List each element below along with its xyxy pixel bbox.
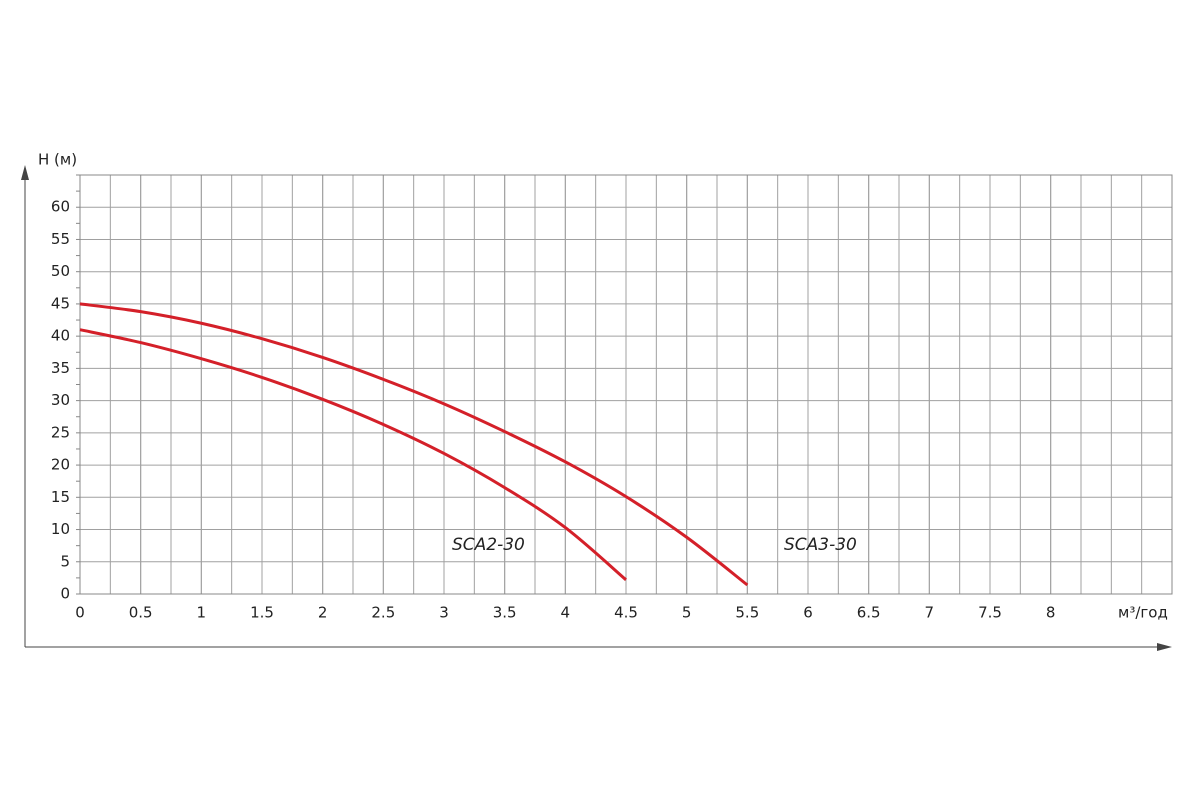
y-axis-label: H (м) — [38, 151, 77, 169]
y-tick-label: 55 — [51, 230, 70, 248]
y-tick-label: 0 — [60, 585, 70, 603]
y-tick-label: 45 — [51, 294, 70, 312]
x-tick-label: 0 — [75, 604, 85, 622]
x-tick-label: 2.5 — [371, 604, 395, 622]
series-line — [79, 302, 749, 587]
x-axis-label: м³/год — [1118, 604, 1168, 622]
series-label: SCA2-30 — [452, 535, 525, 555]
x-arrow-head — [1157, 643, 1172, 651]
x-tick-label: 4.5 — [614, 604, 638, 622]
x-tick-label: 7.5 — [978, 604, 1002, 622]
x-tick-label: 1 — [197, 604, 207, 622]
x-tick-label: 3 — [439, 604, 449, 622]
y-tick-label: 50 — [51, 262, 70, 280]
y-tick-label: 10 — [51, 520, 70, 538]
x-tick-label: 6 — [803, 604, 813, 622]
grid — [76, 174, 1173, 595]
y-tick-label: 15 — [51, 488, 70, 506]
x-tick-label: 2 — [318, 604, 328, 622]
x-tick-label: 0.5 — [129, 604, 153, 622]
x-tick-label: 5.5 — [735, 604, 759, 622]
x-tick-label: 6.5 — [857, 604, 881, 622]
x-tick-label: 8 — [1046, 604, 1056, 622]
y-tick-label: 20 — [51, 456, 70, 474]
x-tick-label: 3.5 — [493, 604, 517, 622]
y-arrow-head — [21, 165, 29, 180]
series-line — [79, 328, 627, 581]
y-tick-label: 25 — [51, 423, 70, 441]
x-tick-label: 1.5 — [250, 604, 274, 622]
x-tick-label: 7 — [925, 604, 935, 622]
y-tick-label: 35 — [51, 359, 70, 377]
plot-frame — [79, 174, 1173, 595]
x-tick-label: 5 — [682, 604, 692, 622]
x-tick-label: 4 — [561, 604, 571, 622]
y-tick-label: 60 — [51, 198, 70, 216]
y-tick-label: 5 — [60, 552, 70, 570]
series-label: SCA3-30 — [784, 535, 857, 555]
y-tick-label: 30 — [51, 391, 70, 409]
y-tick-label: 40 — [51, 327, 70, 345]
